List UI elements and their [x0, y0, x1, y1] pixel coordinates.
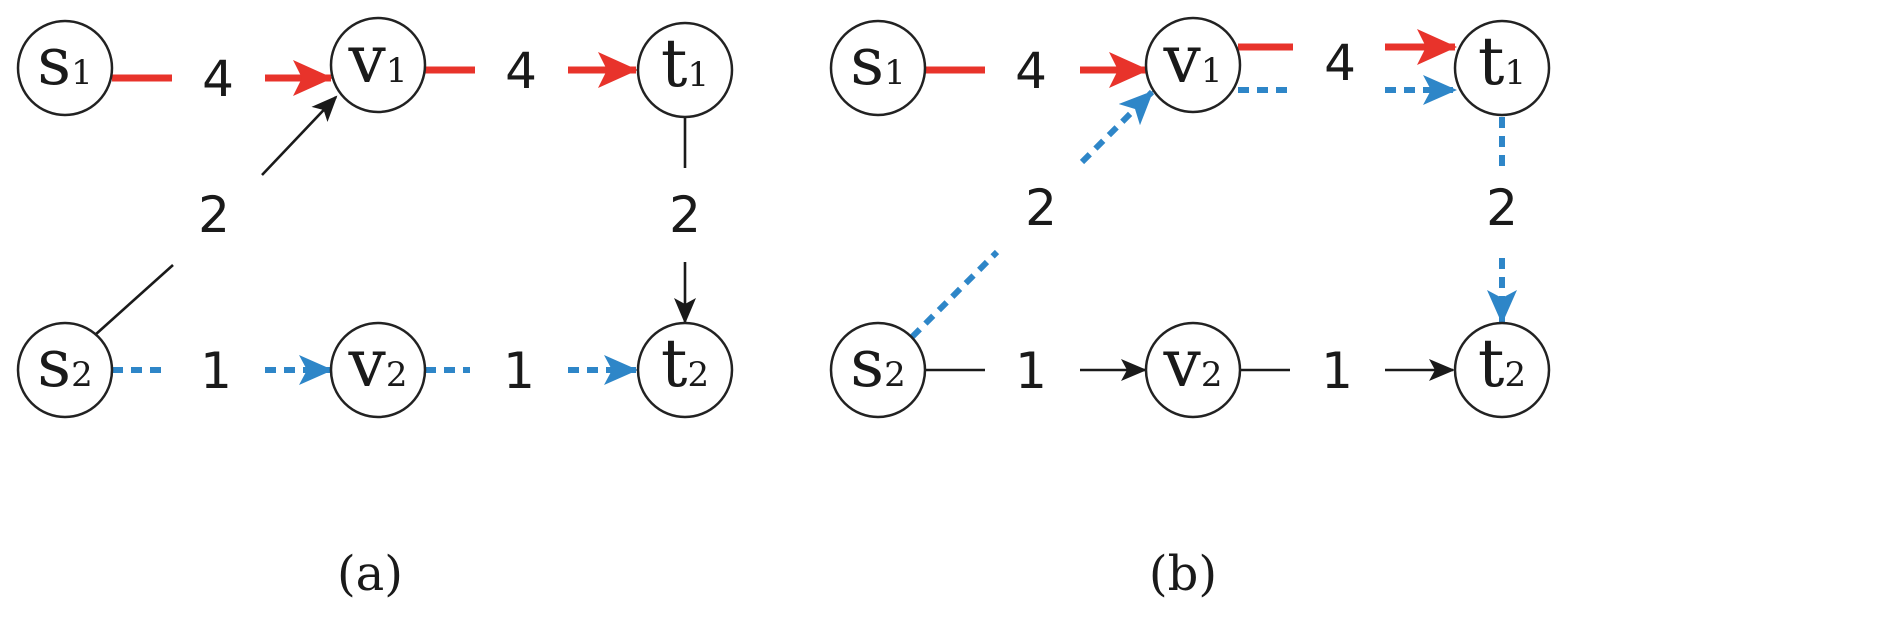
svg-text:s2: s2 — [850, 325, 906, 402]
weight-label: 4 — [202, 50, 234, 108]
edge-a-v2-t2: 1 — [425, 342, 638, 400]
edge-a-v1-t1: 4 — [425, 42, 638, 100]
weight-label: 1 — [1321, 342, 1353, 400]
svg-text:v1: v1 — [1163, 21, 1223, 98]
edge-b-v2-t2: 1 — [1240, 342, 1455, 400]
weight-label: 4 — [1015, 42, 1047, 100]
node-t2: t2 — [1453, 321, 1551, 419]
node-s2: s2 — [829, 321, 927, 419]
weight-label: 2 — [198, 186, 230, 244]
weight-label: 1 — [200, 342, 232, 400]
edge-b-s2-v2: 1 — [925, 342, 1147, 400]
node-t2: t2 — [636, 321, 734, 419]
node-v2: v2 — [1144, 321, 1242, 419]
svg-text:s1: s1 — [37, 23, 93, 100]
svg-text:s2: s2 — [37, 325, 93, 402]
weight-label: 2 — [1025, 179, 1057, 237]
weight-label: 4 — [505, 42, 537, 100]
node-s2: s2 — [16, 321, 114, 419]
caption-b: (b) — [1149, 546, 1217, 602]
svg-text:t2: t2 — [1478, 325, 1526, 402]
weight-label: 1 — [503, 342, 535, 400]
svg-text:t1: t1 — [661, 25, 709, 102]
edge-a-s2-v2: 1 — [112, 342, 333, 400]
edge-a-s1-v1: 4 — [112, 50, 333, 108]
edge-b-t1-t2: 2 — [1486, 117, 1518, 324]
node-t1: t1 — [1453, 19, 1551, 117]
svg-text:t2: t2 — [661, 325, 709, 402]
panel-a: 4 4 2 2 1 1 — [16, 16, 734, 602]
svg-text:v2: v2 — [348, 325, 408, 402]
node-s1: s1 — [16, 19, 114, 117]
svg-text:s1: s1 — [850, 23, 906, 100]
svg-text:t1: t1 — [1478, 23, 1526, 100]
svg-text:v2: v2 — [1163, 325, 1223, 402]
caption-a: (a) — [337, 546, 403, 602]
node-t1: t1 — [636, 21, 734, 119]
node-v2: v2 — [329, 321, 427, 419]
svg-text:v1: v1 — [348, 21, 408, 98]
node-s1: s1 — [829, 19, 927, 117]
edge-a-s2-v1: 2 — [94, 95, 338, 336]
weight-label: 2 — [1486, 179, 1518, 237]
node-v1: v1 — [329, 16, 427, 114]
weight-label: 2 — [669, 186, 701, 244]
node-v1: v1 — [1144, 16, 1242, 114]
edge-b-s2-v1: 2 — [909, 89, 1155, 340]
edge-b-v1-t1: 4 — [1238, 29, 1457, 105]
edge-a-t1-t2: 2 — [669, 118, 701, 324]
edge-b-s1-v1: 4 — [925, 42, 1149, 100]
panel-b: 4 4 2 2 1 1 — [829, 16, 1551, 602]
weight-label: 4 — [1324, 34, 1356, 92]
weight-label: 1 — [1015, 342, 1047, 400]
